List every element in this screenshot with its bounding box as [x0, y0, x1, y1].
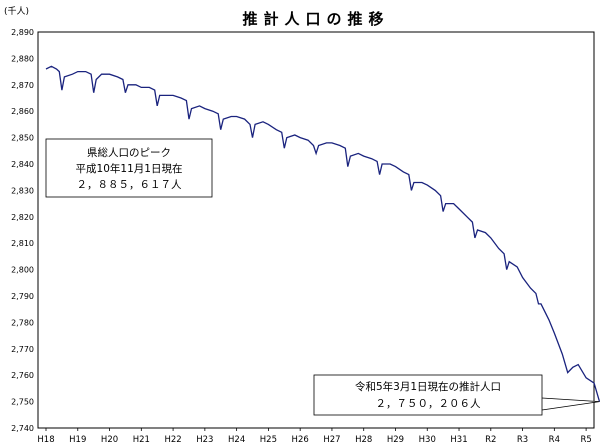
y-tick-label: 2,830	[11, 186, 34, 195]
x-tick-label: R4	[549, 435, 560, 445]
chart-title: 推計人口の推移	[242, 10, 389, 28]
current-annotation-box	[313, 374, 543, 416]
population-series-line	[45, 65, 600, 402]
y-tick-label: 2,870	[11, 81, 34, 90]
current-annotation-line: ２，７５０，２０６人	[376, 398, 481, 410]
x-tick-label: H28	[355, 435, 372, 445]
y-tick-label: 2,780	[11, 318, 34, 327]
y-axis-label: (千人)	[4, 6, 29, 17]
x-tick-label: H24	[228, 435, 245, 445]
y-tick-label: 2,790	[11, 292, 34, 301]
x-tick-label: H26	[292, 435, 309, 445]
y-tick-label: 2,890	[11, 28, 34, 37]
y-tick-label: 2,800	[11, 266, 34, 275]
plot-frame	[37, 31, 595, 429]
x-tick-label: H20	[101, 435, 118, 445]
x-tick-label: R2	[485, 435, 496, 445]
x-tick-label: H21	[133, 435, 150, 445]
x-tick-label: R3	[517, 435, 528, 445]
y-tick-label: 2,750	[11, 398, 34, 407]
y-tick-label: 2,810	[11, 239, 34, 248]
x-tick-label: H29	[387, 435, 404, 445]
x-tick-label: H25	[260, 435, 277, 445]
y-tick-label: 2,760	[11, 371, 34, 380]
peak-annotation-box	[45, 138, 213, 198]
x-tick-label: H18	[37, 435, 54, 445]
x-tick-label: H30	[419, 435, 436, 445]
y-tick-label: 2,820	[11, 213, 34, 222]
x-tick-label: H22	[164, 435, 181, 445]
x-tick-label: H23	[196, 435, 213, 445]
current-annotation-line: 令和5年3月1日現在の推計人口	[355, 380, 501, 393]
x-tick-label: R5	[580, 435, 591, 445]
peak-annotation-line: 県総人口のピーク	[87, 146, 171, 159]
peak-annotation-line: 平成10年11月1日現在	[76, 162, 183, 175]
x-tick-label: H31	[450, 435, 467, 445]
peak-annotation-line: ２，８８５，６１７人	[77, 179, 182, 191]
x-tick-label: H27	[323, 435, 340, 445]
y-tick-label: 2,860	[11, 107, 34, 116]
y-tick-label: 2,840	[11, 160, 34, 169]
x-tick-label: H19	[69, 435, 86, 445]
y-tick-label: 2,850	[11, 134, 34, 143]
y-tick-label: 2,880	[11, 54, 34, 63]
y-tick-label: 2,740	[11, 424, 34, 433]
y-tick-label: 2,770	[11, 345, 34, 354]
